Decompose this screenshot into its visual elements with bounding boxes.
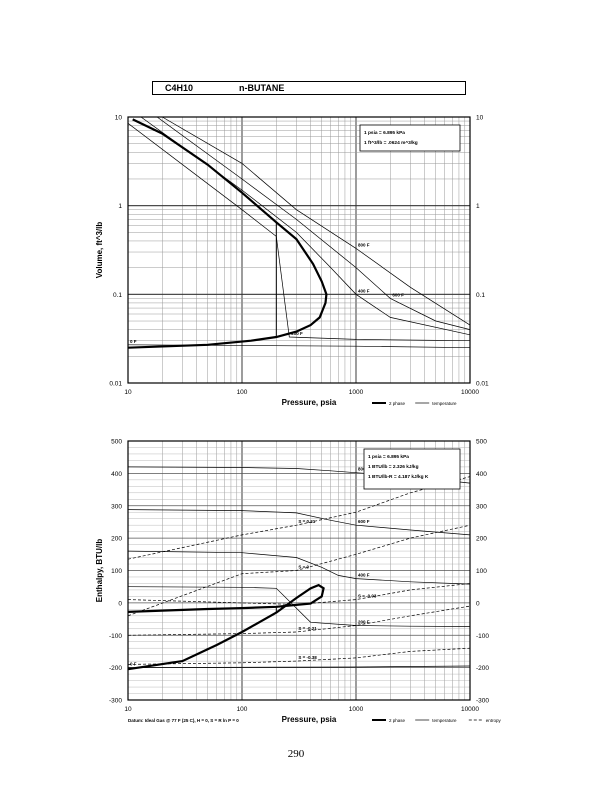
- formula-label: C4H10: [165, 83, 194, 93]
- chart1-two-phase-dome: [127, 118, 328, 349]
- chart2-entropy-label: S = -0.38: [298, 655, 317, 660]
- chart1-x-tick-label: 1000: [349, 389, 364, 396]
- chart2-isotherm-line: [127, 509, 471, 536]
- chart2-conversion-box: [363, 448, 461, 490]
- chart2-entropy-label: S = -0.21: [298, 626, 317, 631]
- chart2-isotherm-line: [127, 586, 471, 627]
- chart2-two-phase-dome: [127, 583, 325, 671]
- chart2-y-tick-label-right: 400: [476, 471, 487, 478]
- chart1-isotherm-line: [156, 116, 471, 330]
- chart1-y-tick-label-right: 1: [476, 203, 480, 210]
- chart1-conversion-text: 1 ft^3/lb = .0624 m^3/kg: [364, 140, 418, 146]
- chart1-y-tick-label-left: 1: [118, 203, 122, 210]
- chart2-y-tick-label-right: -300: [476, 698, 489, 705]
- chart2-y-tick-label-right: 200: [476, 536, 487, 543]
- chart2-x-axis-label: Pressure, psia: [282, 715, 337, 724]
- chart2-entropy-label: S = -0.03: [358, 594, 377, 599]
- chart1-y-tick-label-left: 0.01: [109, 381, 122, 388]
- chart2-y-tick-label-left: 200: [111, 536, 122, 543]
- chart1-plot-frame: [127, 116, 471, 384]
- chart2-y-tick-label-right: -100: [476, 633, 489, 640]
- chart1-conversion-box: [359, 124, 461, 152]
- chart1-isotherm-label: 600 F: [392, 292, 404, 297]
- chart2-x-tick-label: 100: [237, 706, 248, 713]
- chart2-x-tick-label: 10000: [461, 706, 479, 713]
- chart2-legend-label: entropy: [486, 718, 502, 723]
- chart2-y-tick-label-right: 0: [476, 600, 480, 607]
- chart2-entropy-line: [127, 647, 471, 665]
- chart2-legend-label: temperature: [432, 718, 457, 723]
- chart-title-box: C4H10 n-BUTANE: [152, 81, 466, 95]
- chart2-y-tick-label-left: -200: [109, 665, 122, 672]
- chart2-conversion-text: 1 BTU/lb = 2.326 kJ/kg: [368, 464, 419, 470]
- chart2-legend-label: 2 phase: [389, 718, 406, 723]
- chart1-legend-label: temperature: [432, 401, 457, 406]
- chart2-y-tick-label-right: 100: [476, 568, 487, 575]
- chart2-y-tick-label-left: -300: [109, 698, 122, 705]
- chart2-isotherm-line: [127, 550, 471, 585]
- chart2-conversion-text: 1 BTU/lb-R = 4.187 kJ/kg K: [368, 474, 429, 480]
- chart2-isotherm-line: [127, 665, 471, 668]
- chart2-y-tick-label-left: 0: [118, 600, 122, 607]
- chart1-y-tick-label-right: 0.1: [476, 292, 485, 299]
- chart2-entropy-line: [127, 524, 471, 617]
- chart1-isotherm-label: 0 F: [130, 339, 137, 344]
- chart2-y-axis-label: Enthalpy, BTU/lb: [95, 539, 104, 603]
- chart2-x-tick-label: 10: [124, 706, 132, 713]
- chart2-y-tick-label-right: 500: [476, 439, 487, 446]
- chart2-entropy-line: [127, 476, 471, 560]
- chart2-entropy-line: [127, 583, 471, 605]
- compound-label: n-BUTANE: [239, 83, 285, 93]
- chart2-isotherm-label: 200 F: [358, 620, 370, 625]
- chart2-y-tick-label-left: -100: [109, 633, 122, 640]
- chart1-x-axis-label: Pressure, psia: [282, 398, 337, 407]
- chart1-isotherm-label: 800 F: [358, 242, 370, 247]
- chart1-y-tick-label-left: 10: [115, 115, 123, 122]
- chart1-isotherm-line: [140, 116, 471, 336]
- chart1-legend-label: 2 phase: [389, 401, 406, 406]
- chart1-x-tick-label: 10000: [461, 389, 479, 396]
- chart2-datum-note: Datum: Ideal Gas @ 77 F (25 C), H = 0, S…: [128, 718, 239, 723]
- chart2-entropy-line: [127, 605, 471, 636]
- chart2-y-tick-label-left: 100: [111, 568, 122, 575]
- chart2-isotherm-label: 400 F: [358, 573, 370, 578]
- chart1-y-tick-label-right: 0.01: [476, 381, 489, 388]
- chart1-isotherm-label: 400 F: [358, 288, 370, 293]
- chart1-isotherm-line: [162, 116, 471, 326]
- chart1-x-tick-label: 10: [124, 389, 132, 396]
- chart1-x-tick-label: 100: [237, 389, 248, 396]
- chart1-y-tick-label-right: 10: [476, 115, 484, 122]
- chart2-y-tick-label-left: 500: [111, 439, 122, 446]
- page-number: 290: [287, 748, 305, 760]
- chart2-entropy-label: S = 0.21: [298, 519, 315, 524]
- chart1-isotherm-label: 200 F: [291, 331, 303, 336]
- chart2-conversion-text: 1 psia = 6.895 kPa: [368, 454, 409, 460]
- chart1-conversion-text: 1 psia = 6.895 kPa: [364, 130, 405, 136]
- chart2-plot-frame: [127, 440, 471, 701]
- chart1-y-axis-label: Volume, ft^3/lb: [95, 222, 104, 279]
- chart1-y-tick-label-left: 0.1: [113, 292, 122, 299]
- chart2-y-tick-label-right: -200: [476, 665, 489, 672]
- chart2-y-tick-label-left: 400: [111, 471, 122, 478]
- chart2-y-tick-label-right: 300: [476, 503, 487, 510]
- chart2-entropy-label: S = 0: [298, 565, 309, 570]
- chart2-x-tick-label: 1000: [349, 706, 364, 713]
- chart2-isotherm-label: 0 F: [130, 662, 137, 667]
- chart1-isotherm-line: [127, 123, 471, 342]
- chart2-isotherm-label: 600 F: [358, 519, 370, 524]
- chart2-y-tick-label-left: 300: [111, 503, 122, 510]
